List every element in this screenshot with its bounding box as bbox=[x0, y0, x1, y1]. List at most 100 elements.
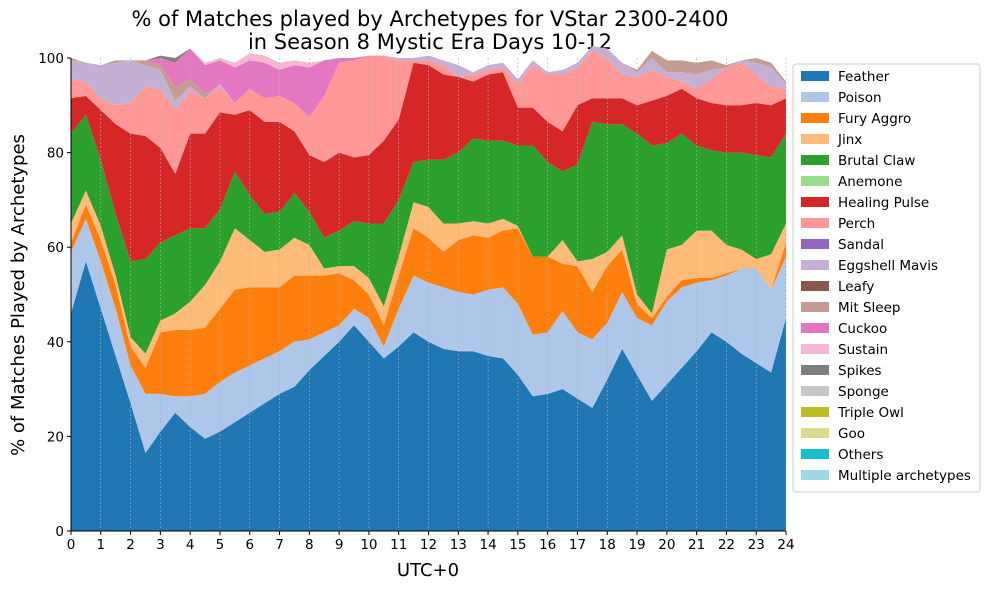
x-tick-label: 6 bbox=[245, 537, 254, 553]
area-eggshell-mavis bbox=[71, 46, 786, 118]
legend-label: Multiple archetypes bbox=[838, 468, 971, 484]
y-tick-label: 20 bbox=[47, 429, 64, 445]
legend-label: Mit Sleep bbox=[838, 300, 900, 316]
x-tick-label: 2 bbox=[126, 537, 135, 553]
legend-label: Sponge bbox=[838, 384, 889, 400]
legend-swatch bbox=[801, 155, 829, 165]
legend-label: Anemone bbox=[838, 174, 902, 190]
legend-label: Spikes bbox=[838, 363, 882, 379]
x-tick-label: 22 bbox=[718, 537, 735, 553]
x-tick-label: 1 bbox=[96, 537, 105, 553]
x-tick-label: 16 bbox=[539, 537, 556, 553]
legend-label: Feather bbox=[838, 69, 890, 85]
legend-label: Cuckoo bbox=[838, 321, 887, 337]
legend-swatch bbox=[801, 302, 829, 312]
legend-item-sandal: Sandal bbox=[801, 237, 884, 253]
legend-item-goo: Goo bbox=[801, 426, 865, 442]
legend-label: Brutal Claw bbox=[838, 153, 915, 169]
legend-swatch bbox=[801, 428, 829, 438]
y-tick-label: 60 bbox=[47, 240, 64, 256]
chart-title-line-1: % of Matches played by Archetypes for VS… bbox=[132, 7, 729, 31]
legend-label: Fury Aggro bbox=[838, 111, 911, 127]
legend-label: Healing Pulse bbox=[838, 195, 929, 211]
legend-label: Jinx bbox=[837, 132, 862, 148]
legend-item-cuckoo: Cuckoo bbox=[801, 321, 887, 337]
legend-item-jinx: Jinx bbox=[801, 132, 862, 148]
legend-item-anemone: Anemone bbox=[801, 174, 902, 190]
legend-item-brutal-claw: Brutal Claw bbox=[801, 153, 915, 169]
legend-item-eggshell-mavis: Eggshell Mavis bbox=[801, 258, 938, 274]
legend-item-sponge: Sponge bbox=[801, 384, 889, 400]
legend-item-spikes: Spikes bbox=[801, 363, 882, 379]
legend-swatch bbox=[801, 197, 829, 207]
legend-item-poison: Poison bbox=[801, 90, 882, 106]
area-perch bbox=[71, 50, 786, 174]
legend-swatch bbox=[801, 344, 829, 354]
x-tick-label: 14 bbox=[479, 537, 496, 553]
legend-item-healing-pulse: Healing Pulse bbox=[801, 195, 929, 211]
x-tick-label: 12 bbox=[420, 537, 437, 553]
legend-swatch bbox=[801, 386, 829, 396]
x-tick-label: 5 bbox=[216, 537, 225, 553]
legend-item-multiple-archetypes: Multiple archetypes bbox=[801, 468, 971, 484]
legend-swatch bbox=[801, 134, 829, 144]
x-tick-label: 0 bbox=[67, 537, 76, 553]
legend-swatch bbox=[801, 113, 829, 123]
legend-swatch bbox=[801, 449, 829, 459]
x-tick-label: 4 bbox=[186, 537, 195, 553]
chart-legend: Feather Poison Fury Aggro Jinx Brutal Claw An… bbox=[792, 63, 981, 493]
x-tick-label: 13 bbox=[450, 537, 467, 553]
legend-item-feather: Feather bbox=[801, 69, 890, 85]
area-fury-aggro bbox=[71, 204, 786, 397]
y-axis-label: % of Matches Played by Archetypes bbox=[8, 134, 29, 456]
legend-label: Eggshell Mavis bbox=[838, 258, 938, 274]
legend-swatch bbox=[801, 92, 829, 102]
legend-frame bbox=[792, 63, 981, 493]
legend-label: Perch bbox=[838, 216, 875, 232]
legend-label: Poison bbox=[838, 90, 882, 106]
legend-swatch bbox=[801, 176, 829, 186]
x-tick-label: 11 bbox=[390, 537, 407, 553]
legend-label: Goo bbox=[838, 426, 865, 442]
legend-label: Leafy bbox=[838, 279, 874, 295]
chart-title-line-2: in Season 8 Mystic Era Days 10-12 bbox=[248, 30, 612, 54]
x-tick-label: 3 bbox=[156, 537, 165, 553]
y-tick-label: 100 bbox=[38, 51, 64, 67]
legend-swatch bbox=[801, 365, 829, 375]
legend-swatch bbox=[801, 470, 829, 480]
y-tick-label: 40 bbox=[47, 335, 64, 351]
legend-swatch bbox=[801, 323, 829, 333]
legend-swatch bbox=[801, 218, 829, 228]
legend-item-mit-sleep: Mit Sleep bbox=[801, 300, 900, 316]
y-axis-ticks: 0 20 40 60 80 100 bbox=[38, 51, 71, 540]
legend-item-others: Others bbox=[801, 447, 883, 463]
x-tick-label: 10 bbox=[360, 537, 377, 553]
x-tick-label: 17 bbox=[569, 537, 586, 553]
x-tick-label: 21 bbox=[688, 537, 705, 553]
legend-swatch bbox=[801, 239, 829, 249]
legend-swatch bbox=[801, 407, 829, 417]
y-tick-label: 80 bbox=[47, 146, 64, 162]
legend-item-leafy: Leafy bbox=[801, 279, 874, 295]
area-sustain bbox=[71, 46, 786, 82]
legend-label: Sandal bbox=[838, 237, 884, 253]
legend-item-perch: Perch bbox=[801, 216, 875, 232]
legend-label: Triple Owl bbox=[837, 405, 904, 421]
legend-swatch bbox=[801, 71, 829, 81]
chart-title: % of Matches played by Archetypes for VS… bbox=[132, 7, 729, 54]
legend-label: Others bbox=[838, 447, 883, 463]
legend-swatch bbox=[801, 260, 829, 270]
legend-item-fury-aggro: Fury Aggro bbox=[801, 111, 911, 127]
x-tick-label: 18 bbox=[599, 537, 616, 553]
x-tick-label: 15 bbox=[509, 537, 526, 553]
x-tick-label: 7 bbox=[275, 537, 284, 553]
legend-label: Sustain bbox=[838, 342, 888, 358]
x-axis-ticks: 0 1 2 3 4 5 6 7 8 9 10 11 12 13 14 15 16 17 18 19 20 21 22 23 24 bbox=[67, 531, 795, 553]
x-axis-label: UTC+0 bbox=[397, 560, 459, 581]
x-tick-label: 19 bbox=[628, 537, 645, 553]
legend-item-sustain: Sustain bbox=[801, 342, 888, 358]
x-tick-label: 23 bbox=[748, 537, 765, 553]
area-jinx bbox=[71, 190, 786, 368]
x-tick-label: 9 bbox=[335, 537, 344, 553]
